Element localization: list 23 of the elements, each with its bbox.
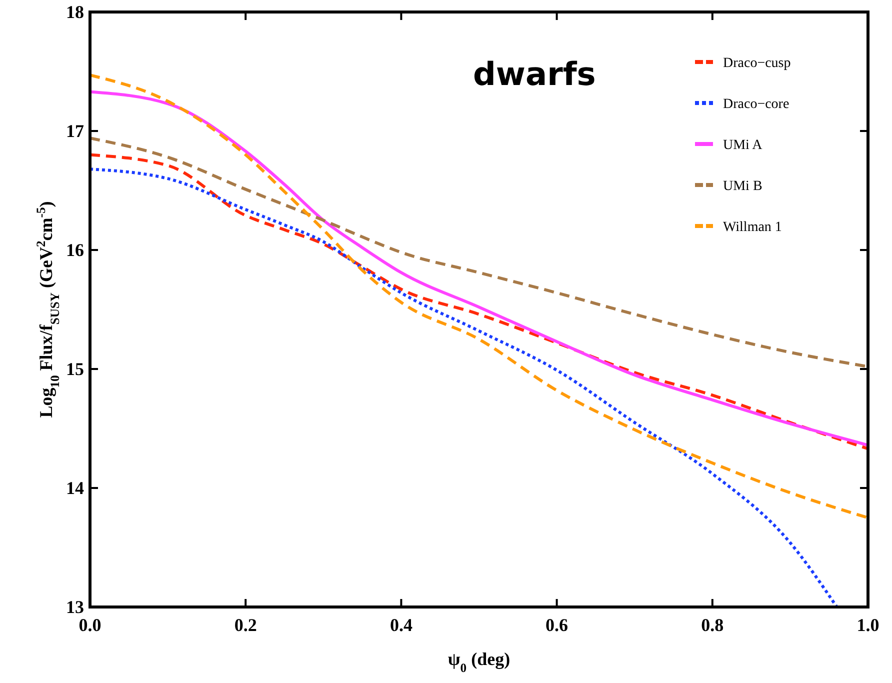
x-tick-label: 0.6 (546, 615, 568, 635)
legend-label: UMi B (723, 179, 762, 194)
legend-label: Willman 1 (723, 220, 782, 235)
x-axis-title: ψ$_{0}$ (deg) (448, 649, 510, 675)
line-series (90, 168, 838, 607)
legend-label: Draco−core (723, 97, 790, 112)
y-tick-label: 13 (66, 597, 84, 617)
y-tick-label: 18 (66, 2, 84, 22)
line-series (90, 90, 868, 447)
x-tick-label: 0.8 (701, 615, 724, 635)
y-tick-label: 14 (66, 478, 84, 498)
line-series (90, 136, 868, 368)
x-tick-label: 0.4 (390, 615, 412, 635)
legend-label: Draco−cusp (723, 56, 791, 71)
y-tick-label: 16 (66, 240, 84, 260)
text: dwarfs (473, 55, 596, 93)
y-tick-label: 17 (66, 121, 84, 141)
legend-label: UMi A (723, 138, 764, 153)
y-tick-label: 15 (66, 359, 84, 379)
x-tick-label: 0.2 (234, 615, 257, 635)
line-series (90, 153, 868, 450)
x-tick-label: 1.0 (856, 615, 880, 635)
x-tick-label: 0.0 (78, 615, 102, 635)
